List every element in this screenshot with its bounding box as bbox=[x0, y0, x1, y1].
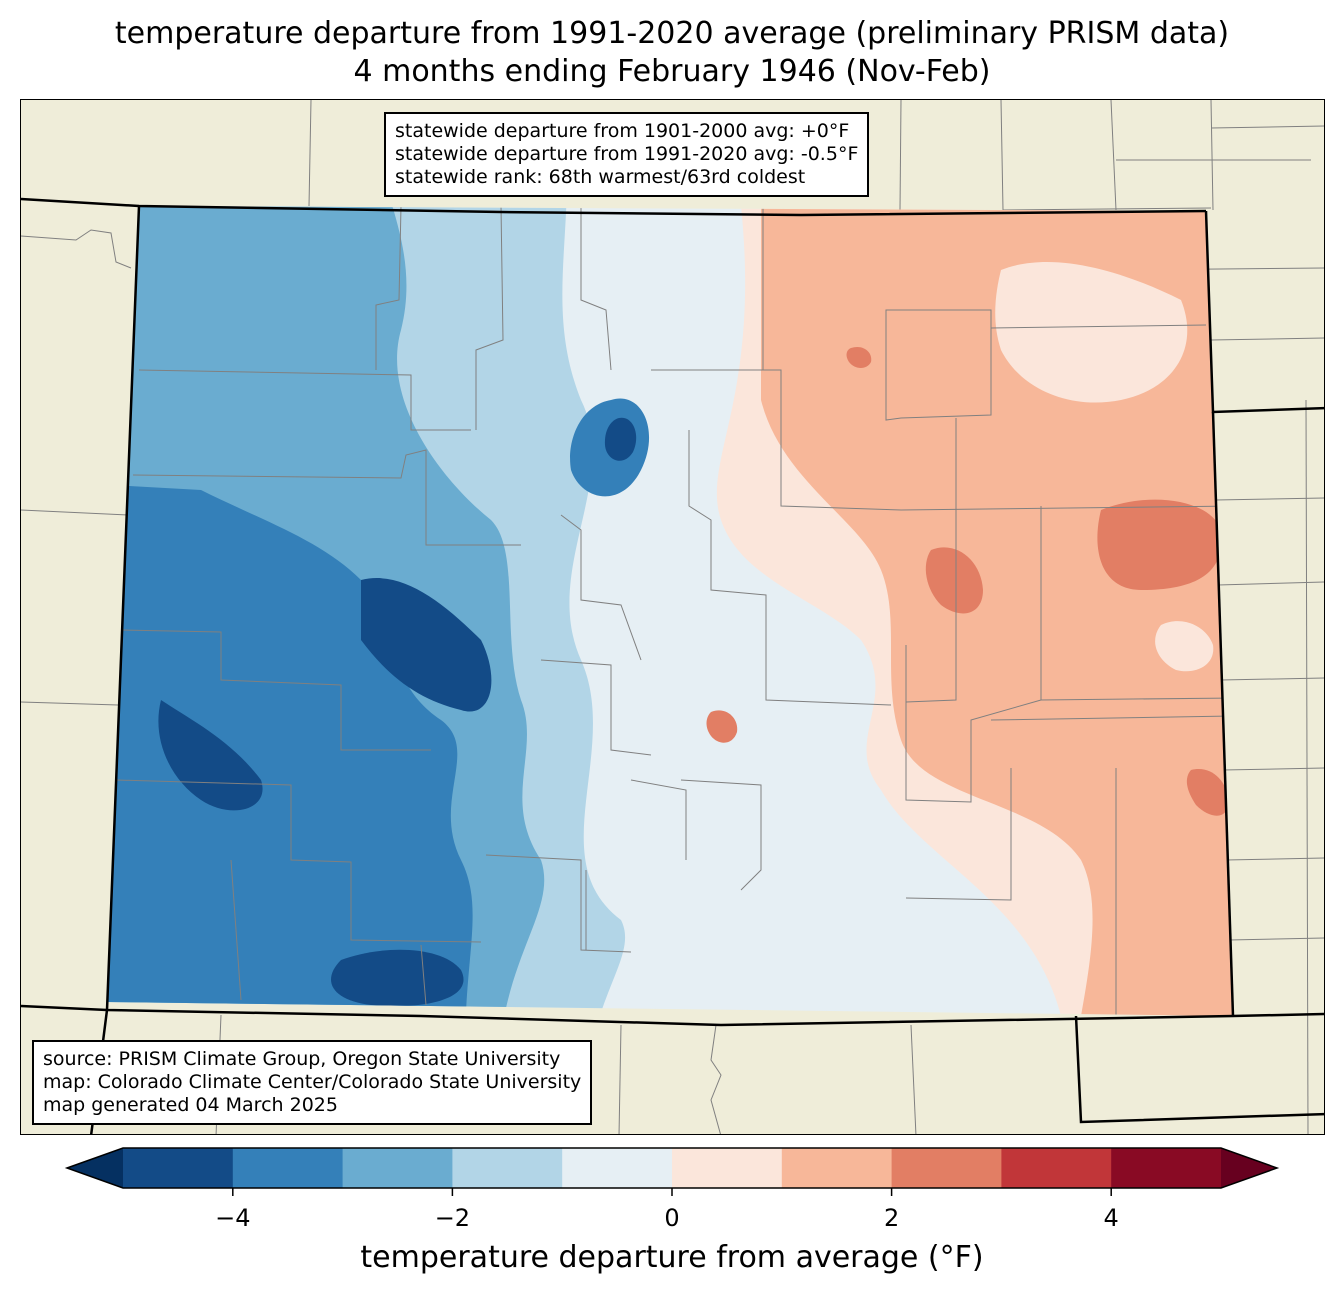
colorbar-segment bbox=[452, 1148, 563, 1188]
colorbar-segment bbox=[1111, 1148, 1222, 1188]
temperature-departure-map: statewide departure from 1901-2000 avg: … bbox=[20, 99, 1325, 1135]
colorbar-over-extension bbox=[1221, 1148, 1277, 1188]
temperature-contours bbox=[107, 206, 1233, 1016]
colorbar-label: temperature departure from average (°F) bbox=[360, 1240, 984, 1275]
source-box: source: PRISM Climate Group, Oregon Stat… bbox=[32, 1040, 593, 1125]
map-credit-line: map: Colorado Climate Center/Colorado St… bbox=[43, 1071, 582, 1093]
colorbar-segment bbox=[232, 1148, 344, 1188]
colorbar-under-extension bbox=[67, 1148, 123, 1188]
colorbar-segment bbox=[1001, 1148, 1112, 1188]
colorbar-segment bbox=[891, 1148, 1002, 1188]
colorbar-segment bbox=[562, 1148, 673, 1188]
colorbar-segment bbox=[672, 1148, 783, 1188]
colorbar bbox=[64, 1147, 1280, 1196]
colorbar-tick-label: −2 bbox=[434, 1204, 471, 1232]
map-subtitle: 4 months ending February 1946 (Nov-Feb) bbox=[353, 54, 991, 89]
colorbar-tick-label: 4 bbox=[1103, 1204, 1119, 1232]
stats-line-1901-2000: statewide departure from 1901-2000 avg: … bbox=[395, 120, 850, 142]
stats-line-1991-2020: statewide departure from 1991-2020 avg: … bbox=[395, 143, 859, 165]
state-borders bbox=[21, 197, 1324, 1134]
generated-date-line: map generated 04 March 2025 bbox=[43, 1094, 338, 1116]
colorbar-tick-label: 0 bbox=[664, 1204, 680, 1232]
stats-line-rank: statewide rank: 68th warmest/63rd coldes… bbox=[395, 166, 806, 188]
map-title: temperature departure from 1991-2020 ave… bbox=[114, 16, 1230, 51]
colorbar-segment bbox=[342, 1148, 453, 1188]
colorbar-segment bbox=[123, 1148, 234, 1188]
map-canvas bbox=[21, 100, 1324, 1134]
statewide-stats-box: statewide departure from 1901-2000 avg: … bbox=[384, 112, 870, 197]
colorbar-tick-label: 2 bbox=[883, 1204, 900, 1232]
colorbar-outline bbox=[64, 1147, 1280, 1189]
county-borders bbox=[116, 206, 1233, 1016]
colorbar-tick-label: −4 bbox=[215, 1204, 251, 1232]
colorbar-segment bbox=[781, 1148, 893, 1188]
source-line: source: PRISM Climate Group, Oregon Stat… bbox=[43, 1048, 561, 1070]
